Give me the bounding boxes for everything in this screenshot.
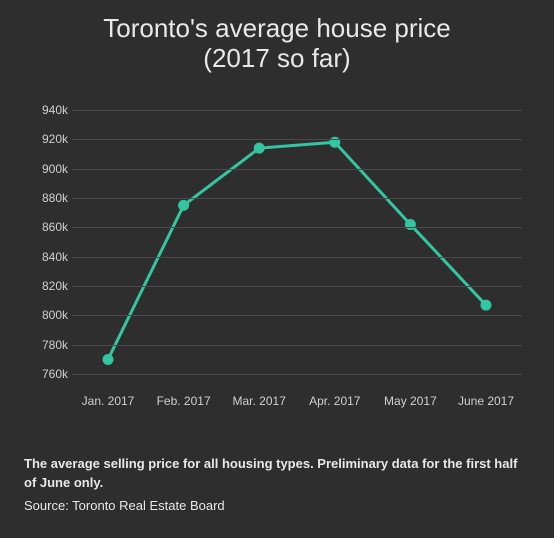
gridline [72,345,522,346]
chart-title-line1: Toronto's average house price [0,14,554,44]
x-tick-label: Jan. 2017 [82,394,135,408]
chart-area: 760k780k800k820k840k860k880k900k920k940k… [24,110,534,410]
y-tick-label: 880k [28,191,68,205]
x-tick-label: Feb. 2017 [157,394,211,408]
x-tick-label: Mar. 2017 [233,394,286,408]
data-point-marker [481,300,491,310]
chart-container: Toronto's average house price (2017 so f… [0,0,554,538]
footer-note: The average selling price for all housin… [24,455,530,493]
price-line [108,142,486,359]
gridline [72,198,522,199]
gridline [72,286,522,287]
title-block: Toronto's average house price (2017 so f… [0,0,554,74]
line-chart-svg [72,110,522,390]
chart-title-line2: (2017 so far) [0,44,554,74]
y-tick-label: 780k [28,338,68,352]
y-tick-label: 840k [28,250,68,264]
gridline [72,110,522,111]
gridline [72,257,522,258]
gridline [72,227,522,228]
chart-footer: The average selling price for all housin… [24,455,530,516]
gridline [72,139,522,140]
y-tick-label: 760k [28,367,68,381]
x-tick-label: Apr. 2017 [309,394,360,408]
data-point-marker [254,143,264,153]
x-tick-label: May 2017 [384,394,437,408]
y-tick-label: 800k [28,308,68,322]
gridline [72,374,522,375]
plot-surface [72,110,522,390]
y-tick-label: 860k [28,220,68,234]
data-point-marker [179,200,189,210]
data-point-marker [103,354,113,364]
y-tick-label: 820k [28,279,68,293]
gridline [72,315,522,316]
y-tick-label: 920k [28,132,68,146]
gridline [72,169,522,170]
footer-source: Source: Toronto Real Estate Board [24,497,530,516]
y-tick-label: 900k [28,162,68,176]
y-tick-label: 940k [28,103,68,117]
x-tick-label: June 2017 [458,394,514,408]
